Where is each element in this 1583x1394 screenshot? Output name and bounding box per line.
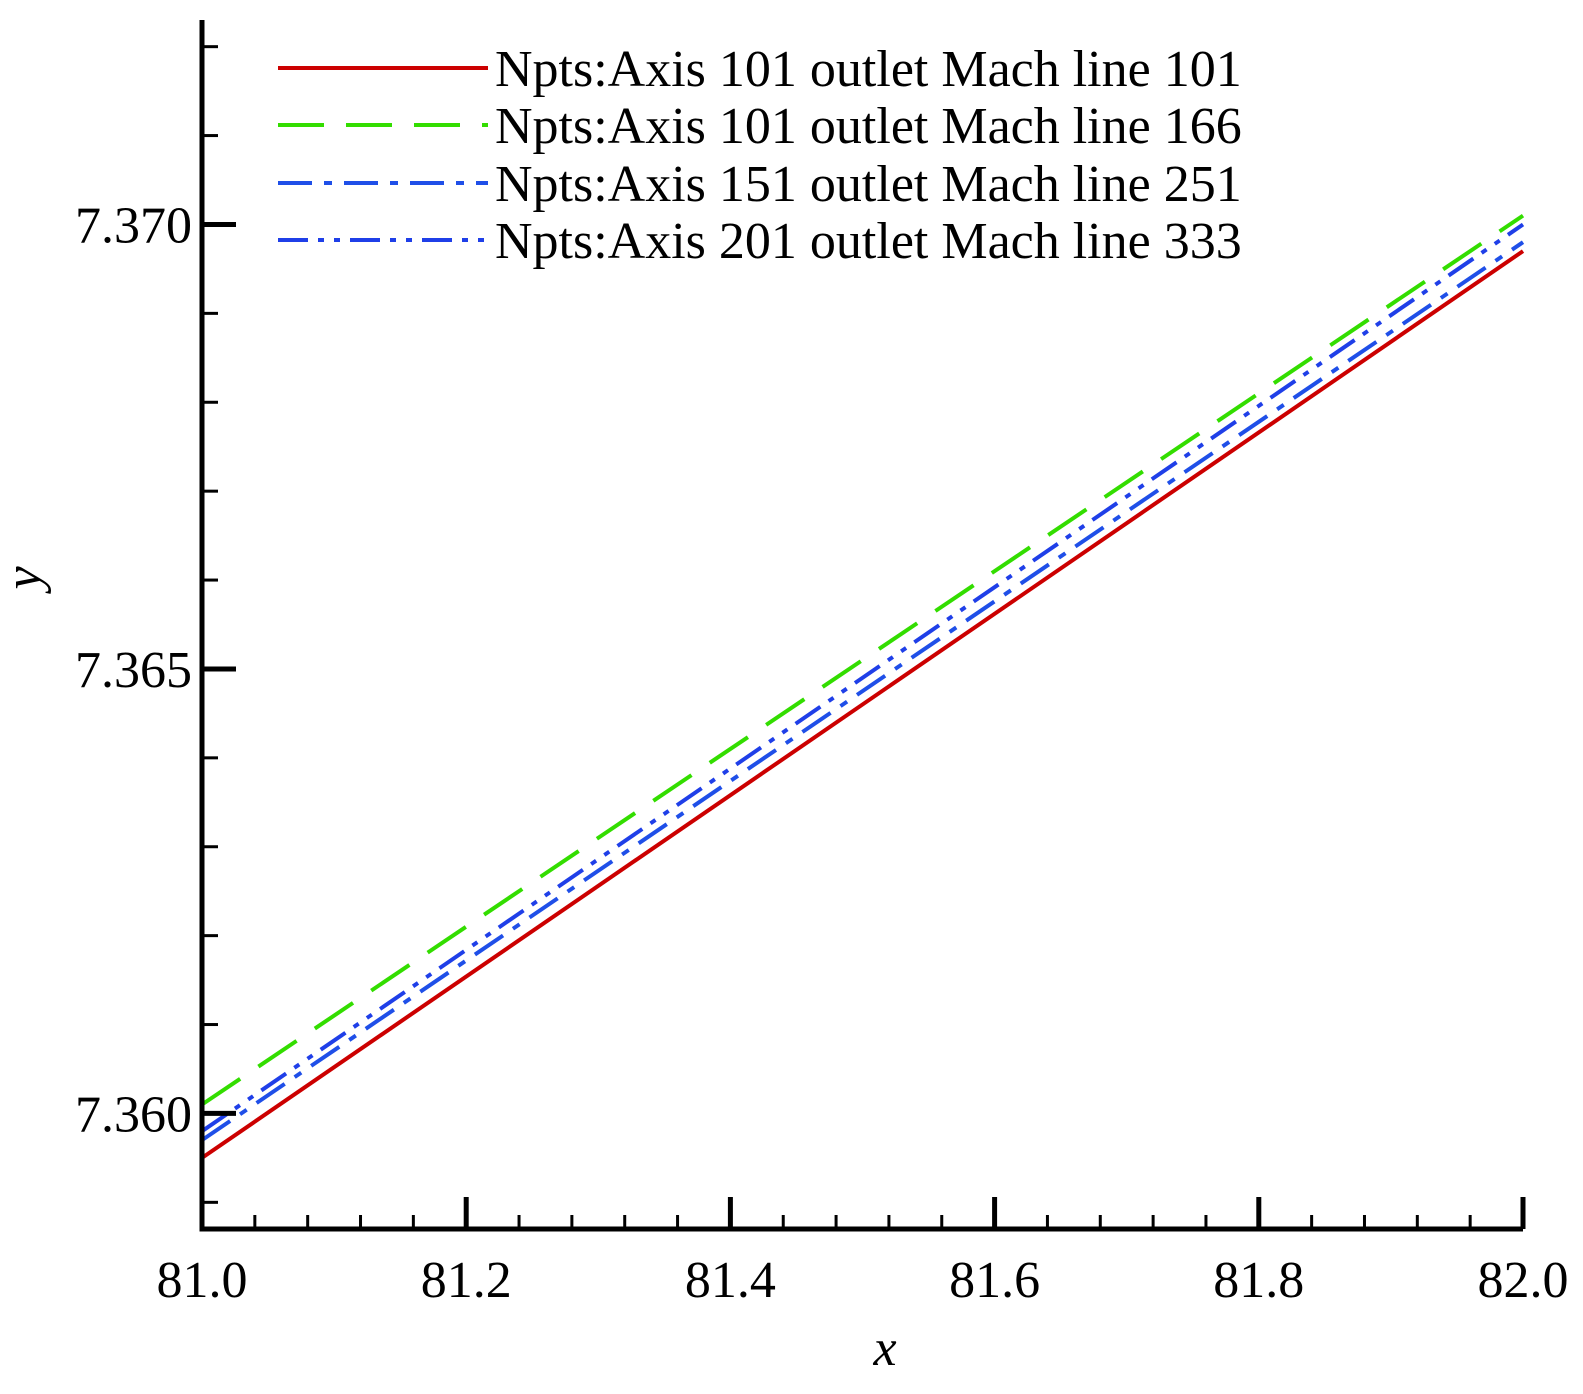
series-line-3 bbox=[200, 240, 1525, 1142]
y-axis-title: y bbox=[0, 566, 52, 595]
legend-label-1: Npts:Axis 101 outlet Mach line 101 bbox=[495, 41, 1242, 98]
legend-label-4: Npts:Axis 201 outlet Mach line 333 bbox=[495, 213, 1242, 270]
ticks-layer: 81.0 81.2 81.4 81.6 81.8 82.0 7.360 7.365 7.370 bbox=[75, 45, 1569, 1309]
legend-label-3: Npts:Axis 151 outlet Mach line 251 bbox=[495, 156, 1242, 213]
x-tick-label: 81.8 bbox=[1213, 1252, 1304, 1309]
x-tick-label: 81.0 bbox=[157, 1252, 248, 1309]
legend-label-2: Npts:Axis 101 outlet Mach line 166 bbox=[495, 98, 1242, 155]
series-layer bbox=[200, 213, 1525, 1160]
series-line-1 bbox=[200, 249, 1525, 1160]
y-tick-label: 7.370 bbox=[75, 197, 192, 254]
x-tick-label: 81.4 bbox=[685, 1252, 776, 1309]
legend: Npts:Axis 101 outlet Mach line 101Npts:A… bbox=[278, 41, 1242, 270]
x-tick-label: 82.0 bbox=[1478, 1252, 1569, 1309]
axes-layer bbox=[199, 20, 1523, 1232]
series-line-2 bbox=[200, 213, 1525, 1107]
series-line-4 bbox=[200, 222, 1525, 1133]
x-axis-title: x bbox=[872, 1320, 896, 1377]
x-tick-label: 81.2 bbox=[421, 1252, 512, 1309]
x-tick-label: 81.6 bbox=[949, 1252, 1040, 1309]
y-tick-label: 7.365 bbox=[75, 642, 192, 699]
y-tick-label: 7.360 bbox=[75, 1086, 192, 1143]
